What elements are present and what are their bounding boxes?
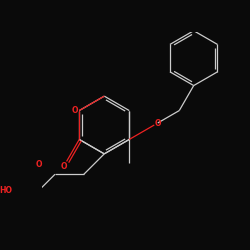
Text: O: O (36, 160, 43, 170)
Text: HO: HO (0, 186, 12, 196)
Text: O: O (71, 106, 78, 115)
Text: O: O (60, 162, 67, 171)
Text: O: O (155, 119, 162, 128)
